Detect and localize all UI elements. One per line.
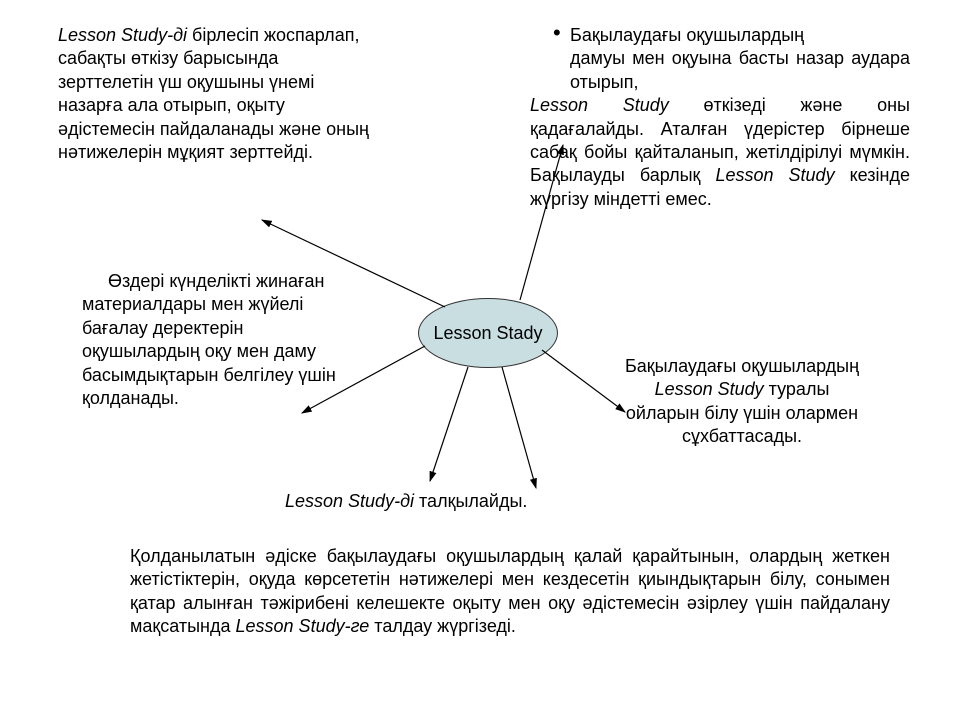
tr-body: Lesson Study өткізеді және оны қадағалай…: [530, 94, 910, 211]
bp-i: Lesson Study-ге: [236, 616, 370, 636]
text-bottom-center: Lesson Study-ді талқылайды.: [285, 490, 635, 513]
center-node-label: Lesson Stady: [433, 323, 542, 344]
mr-a: Бақылаудағы оқушылардың: [625, 356, 859, 376]
text-mid-right: Бақылаудағы оқушылардың Lesson Study тур…: [622, 355, 862, 449]
mr-i: Lesson Study: [655, 379, 764, 399]
text-top-left: Lesson Study-ді бірлесіп жоспарлап, саба…: [58, 24, 378, 164]
text-top-right: Бақылаудағы оқушылардың дамуы мен оқуына…: [530, 24, 910, 211]
bc-rest: талқылайды.: [414, 491, 527, 511]
tr-line1: Бақылаудағы оқушылардың: [530, 24, 910, 47]
tr-line2-a: дамуы мен оқуына басты назар аудара отыр…: [530, 47, 910, 94]
bc-prefix: Lesson Study-ді: [285, 491, 414, 511]
text-top-left-rest: бірлесіп жоспарлап, сабақты өткізу барыс…: [58, 25, 369, 162]
bp-b: талдау жүргізеді.: [369, 616, 516, 636]
text-bottom-para: Қолданылатын әдіске бақылаудағы оқушылар…: [130, 545, 890, 639]
text-mid-left: Өздері күнделікті жинаған материалдары м…: [82, 270, 362, 410]
ml-body: Өздері күнделікті жинаған материалдары м…: [82, 270, 362, 410]
text-top-left-prefix: Lesson Study-ді: [58, 25, 187, 45]
center-node: Lesson Stady: [418, 298, 558, 368]
